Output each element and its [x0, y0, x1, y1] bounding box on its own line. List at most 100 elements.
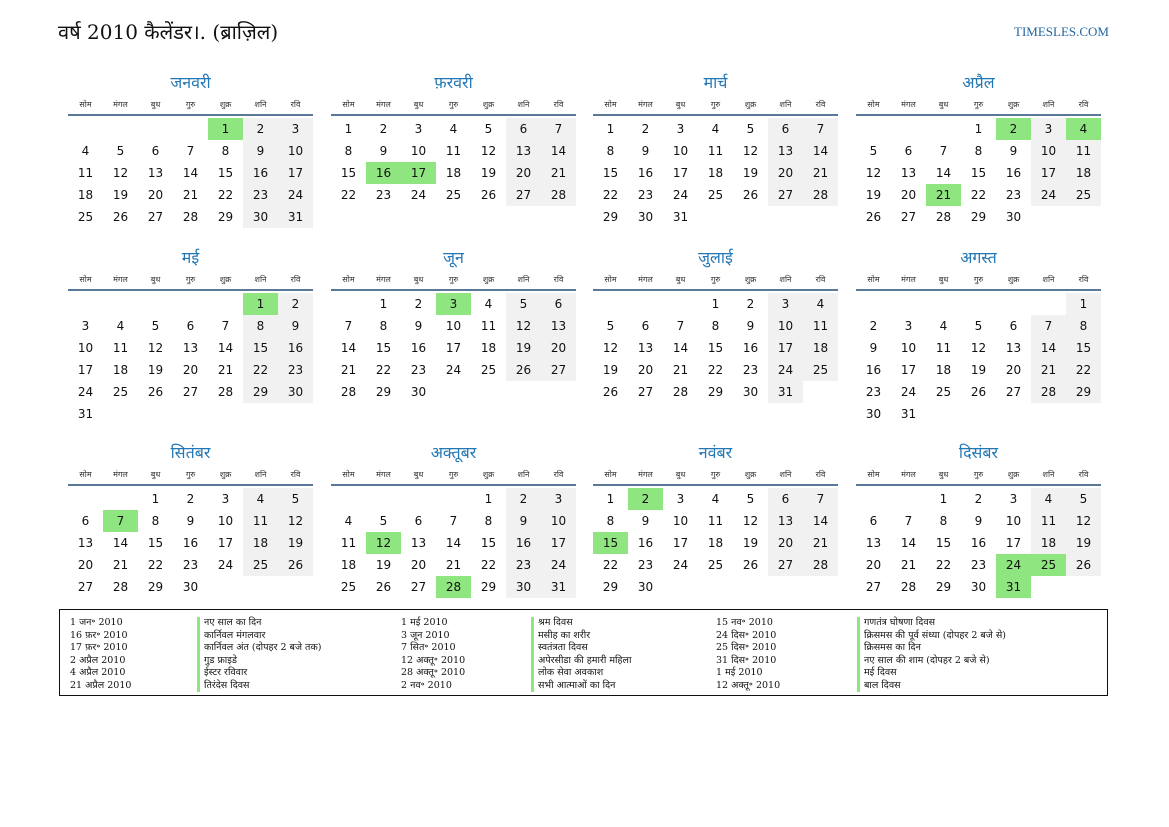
legend-holiday: कार्निवल अंत (दोपहर 2 बजे तक)	[204, 642, 322, 653]
day-grid: 1 2 3 4 5 6 7 8 9 10 11 12 13 14 15 16 17 18 19 20 21 22 23 24 2…	[68, 118, 313, 228]
day-cell: 20	[182, 363, 199, 377]
day-cell: 16	[1005, 166, 1022, 180]
month-name: नवंबर	[698, 443, 733, 462]
month-block: अगस्त सोम मंगल बुध गुरु शुक्र शनि रवि 1 2 3 4 5 6 7 8 9 1…	[856, 247, 1101, 425]
day-cell: 12	[480, 144, 497, 158]
day-grid: 1 2 3 4 5 6 7 8 9 10 11 12 13 14 15 16 17 18 19 20 21 22 23 24 2…	[856, 488, 1101, 598]
day-cell: 2	[506, 488, 541, 510]
legend-holiday: लोक सेवा अवकाश	[538, 667, 604, 678]
weekday-label: बुध	[938, 100, 949, 109]
day-cell: 16	[637, 166, 654, 180]
day-cell: 20	[1005, 363, 1022, 377]
day-cell: 11	[1066, 140, 1101, 162]
empty-cell	[278, 576, 313, 598]
day-cell: 3	[676, 122, 685, 136]
day-cell: 25	[935, 385, 952, 399]
day-cell: 13	[541, 315, 576, 337]
day-cell: 4	[81, 144, 90, 158]
day-grid: 1 2 3 4 5 6 7 8 9 10 11 12 13 14 15 16 17 18 19 20 21 22 23 24 2…	[331, 293, 576, 403]
day-cell: 30	[243, 206, 278, 228]
day-cell: 30	[742, 385, 759, 399]
empty-cell	[593, 293, 628, 315]
day-cell: 6	[414, 514, 423, 528]
day-cell: 14	[672, 341, 689, 355]
day-cell: 12	[865, 166, 882, 180]
weekday-label: शुक्र	[744, 470, 757, 479]
weekday-label: रवि	[1078, 275, 1089, 284]
day-cell: 26	[865, 210, 882, 224]
site-link[interactable]: TIMESLES.COM	[1014, 24, 1109, 39]
weekday-label: गुरु	[710, 100, 721, 109]
weekday-label: मंगल	[376, 275, 391, 284]
day-cell: 3	[1031, 118, 1066, 140]
day-cell: 21	[112, 558, 129, 572]
day-cell: 25	[340, 580, 357, 594]
day-cell: 20	[768, 532, 803, 554]
day-cell: 14	[445, 536, 462, 550]
legend-holiday: कार्निवल मंगलवार	[204, 629, 266, 641]
day-cell: 27	[182, 385, 199, 399]
day-cell: 6	[1009, 319, 1018, 333]
day-cell: 4	[939, 319, 948, 333]
day-cell: 13	[410, 536, 427, 550]
day-cell: 13	[506, 140, 541, 162]
day-cell: 16	[742, 341, 759, 355]
day-cell: 29	[480, 580, 497, 594]
day-cell: 25	[112, 385, 129, 399]
day-cell: 14	[112, 536, 129, 550]
day-grid: 1 2 3 4 5 6 7 8 9 10 11 12 13 14 15 16 17 18 19 20 21 22 23 24 2…	[331, 488, 576, 598]
day-cell: 28	[217, 385, 234, 399]
legend-holiday: नए साल की शाम (दोपहर 2 बजे से)	[864, 654, 990, 666]
day-cell: 11	[935, 341, 952, 355]
day-grid: 1 2 3 4 5 6 7 8 9 10 11 12 13 14 15 16 17 18 19 20 21 22 23 24 2…	[593, 293, 838, 403]
day-cell: 5	[1066, 488, 1101, 510]
day-cell: 13	[1005, 341, 1022, 355]
day-cell: 11	[480, 319, 497, 333]
weekday-label: सोम	[342, 470, 355, 479]
legend-date: 15 नव॰ 2010	[716, 617, 773, 628]
empty-cell	[366, 488, 401, 510]
day-cell: 17	[401, 162, 436, 184]
legend-date: 16 फ़र॰ 2010	[70, 629, 128, 641]
weekday-label: शुक्र	[1007, 470, 1020, 479]
day-cell: 19	[742, 536, 759, 550]
day-cell: 4	[711, 492, 720, 506]
day-cell: 7	[939, 144, 948, 158]
month-name: मार्च	[703, 73, 728, 92]
day-cell: 2	[628, 488, 663, 510]
empty-cell	[103, 118, 138, 140]
weekday-label: रवि	[290, 100, 301, 109]
day-cell: 22	[970, 188, 987, 202]
day-cell: 12	[970, 341, 987, 355]
legend-holiday: नए साल का दिन	[204, 617, 262, 628]
day-cell: 21	[803, 532, 838, 554]
day-cell: 10	[77, 341, 94, 355]
day-cell: 21	[672, 363, 689, 377]
day-cell: 8	[243, 315, 278, 337]
day-cell: 18	[480, 341, 497, 355]
month-block: फ़रवरी सोम मंगल बुध गुरु शुक्र शनि रवि 1 2 3 4 5 6 7 8 9…	[331, 72, 576, 206]
day-cell: 9	[379, 144, 388, 158]
weekday-label: गुरु	[710, 470, 721, 479]
day-cell: 25	[480, 363, 497, 377]
day-cell: 12	[602, 341, 619, 355]
weekday-label: सोम	[604, 470, 617, 479]
day-cell: 28	[182, 210, 199, 224]
empty-cell	[1031, 403, 1066, 425]
day-cell: 31	[672, 210, 689, 224]
day-cell: 17	[445, 341, 462, 355]
day-cell: 12	[147, 341, 164, 355]
month-name: मई	[181, 248, 200, 267]
empty-cell	[926, 118, 961, 140]
day-cell: 21	[541, 162, 576, 184]
day-cell: 29	[707, 385, 724, 399]
day-cell: 6	[768, 488, 803, 510]
legend-date: 24 दिस॰ 2010	[716, 629, 777, 641]
day-cell: 24	[77, 385, 94, 399]
day-cell: 2	[414, 297, 423, 311]
month-block: नवंबर सोम मंगल बुध गुरु शुक्र शनि रवि 1 2 3 4 5 6 7 8 9 1…	[593, 442, 838, 598]
day-cell: 5	[379, 514, 388, 528]
day-cell: 9	[974, 514, 983, 528]
day-cell: 28	[900, 580, 917, 594]
empty-cell	[733, 206, 768, 228]
